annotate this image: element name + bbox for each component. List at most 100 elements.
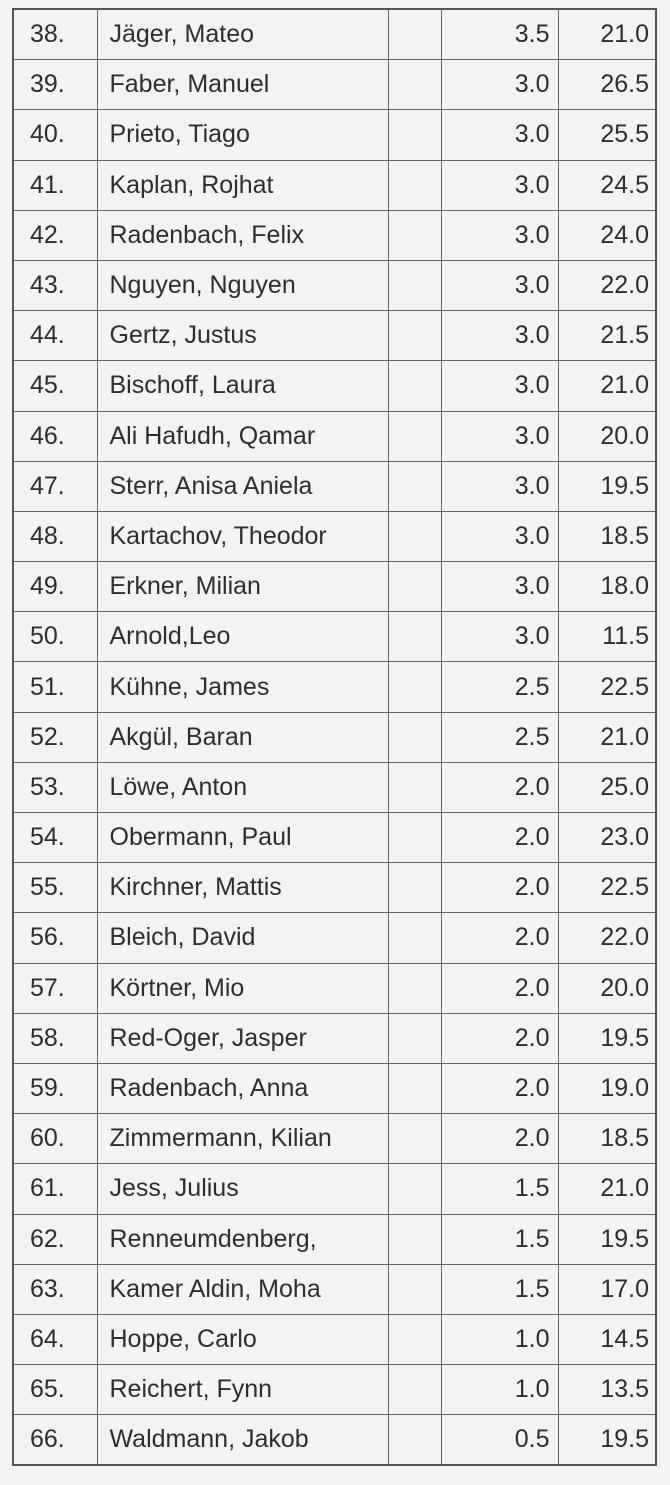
rank-cell: 42.: [12, 209, 98, 261]
score-cell: 3.0: [440, 310, 559, 362]
tiebreak-cell: 21.0: [557, 711, 657, 763]
score-cell: 3.0: [440, 59, 559, 111]
empty-cell: [387, 209, 442, 261]
table-row: 51. Kühne, James 2.5 22.5: [12, 661, 657, 713]
table-row: 39. Faber, Manuel 3.0 26.5: [12, 59, 657, 111]
rank-cell: 43.: [12, 259, 98, 312]
score-cell: 3.0: [440, 209, 559, 261]
table-row: 62. Renneumdenberg, 1.5 19.5: [12, 1213, 657, 1265]
rank-cell: 59.: [12, 1062, 98, 1115]
table-row: 60. Zimmermann, Kilian 2.0 18.5: [12, 1113, 657, 1165]
table-row: 42. Radenbach, Felix 3.0 24.0: [12, 209, 657, 261]
name-cell: Gertz, Justus: [96, 310, 389, 362]
score-cell: 3.0: [440, 561, 559, 613]
table-row: 58. Red-Oger, Jasper 2.0 19.5: [12, 1012, 657, 1064]
name-cell: Obermann, Paul: [96, 811, 389, 864]
tiebreak-cell: 19.5: [557, 1414, 657, 1466]
score-cell: 3.0: [440, 159, 559, 211]
table-body: 38. Jäger, Mateo 3.5 21.0 39. Faber, Manuel 3.…: [12, 8, 657, 1466]
score-cell: 3.0: [440, 460, 559, 512]
empty-cell: [387, 1113, 442, 1165]
empty-cell: [387, 1263, 442, 1315]
table-row: 46. Ali Hafudh, Qamar 3.0 20.0: [12, 410, 657, 462]
rank-cell: 46.: [12, 410, 98, 462]
name-cell: Jäger, Mateo: [96, 8, 389, 61]
table-row: 45. Bischoff, Laura 3.0 21.0: [12, 360, 657, 412]
empty-cell: [387, 1414, 442, 1466]
tiebreak-cell: 23.0: [557, 811, 657, 864]
rank-cell: 63.: [12, 1263, 98, 1315]
name-cell: Sterr, Anisa Aniela: [96, 460, 389, 512]
table-row: 43. Nguyen, Nguyen 3.0 22.0: [12, 259, 657, 312]
table-row: 57. Körtner, Mio 2.0 20.0: [12, 962, 657, 1014]
table-row: 61. Jess, Julius 1.5 21.0: [12, 1163, 657, 1215]
score-cell: 1.5: [440, 1213, 559, 1265]
tiebreak-cell: 13.5: [557, 1364, 657, 1416]
empty-cell: [387, 1364, 442, 1416]
tiebreak-cell: 18.5: [557, 1113, 657, 1165]
score-cell: 2.0: [440, 1062, 559, 1115]
score-cell: 2.0: [440, 1113, 559, 1165]
name-cell: Körtner, Mio: [96, 962, 389, 1014]
rank-cell: 61.: [12, 1163, 98, 1215]
score-cell: 2.0: [440, 862, 559, 914]
empty-cell: [387, 811, 442, 864]
score-cell: 3.0: [440, 510, 559, 563]
rank-cell: 48.: [12, 510, 98, 563]
tiebreak-cell: 24.5: [557, 159, 657, 211]
rank-cell: 50.: [12, 611, 98, 663]
name-cell: Arnold,Leo: [96, 611, 389, 663]
tiebreak-cell: 25.5: [557, 109, 657, 161]
empty-cell: [387, 962, 442, 1014]
tiebreak-cell: 20.0: [557, 962, 657, 1014]
table-row: 66. Waldmann, Jakob 0.5 19.5: [12, 1414, 657, 1466]
score-cell: 0.5: [440, 1414, 559, 1466]
tiebreak-cell: 19.5: [557, 460, 657, 512]
name-cell: Kamer Aldin, Moha: [96, 1263, 389, 1315]
rank-cell: 60.: [12, 1113, 98, 1165]
rank-cell: 51.: [12, 661, 98, 713]
name-cell: Radenbach, Anna: [96, 1062, 389, 1115]
name-cell: Zimmermann, Kilian: [96, 1113, 389, 1165]
empty-cell: [387, 1213, 442, 1265]
standings-table: 38. Jäger, Mateo 3.5 21.0 39. Faber, Manuel 3.…: [12, 8, 657, 1467]
empty-cell: [387, 761, 442, 814]
rank-cell: 45.: [12, 360, 98, 412]
score-cell: 1.5: [440, 1163, 559, 1215]
empty-cell: [387, 711, 442, 763]
rank-cell: 49.: [12, 561, 98, 613]
tiebreak-cell: 21.0: [557, 360, 657, 412]
table-row: 53. Löwe, Anton 2.0 25.0: [12, 761, 657, 814]
score-cell: 3.0: [440, 611, 559, 663]
name-cell: Kirchner, Mattis: [96, 862, 389, 914]
empty-cell: [387, 611, 442, 663]
table-row: 64. Hoppe, Carlo 1.0 14.5: [12, 1313, 657, 1366]
empty-cell: [387, 159, 442, 211]
tiebreak-cell: 19.5: [557, 1012, 657, 1064]
name-cell: Renneumdenberg,: [96, 1213, 389, 1265]
name-cell: Kaplan, Rojhat: [96, 159, 389, 211]
name-cell: Prieto, Tiago: [96, 109, 389, 161]
table-row: 56. Bleich, David 2.0 22.0: [12, 912, 657, 964]
score-cell: 2.0: [440, 962, 559, 1014]
table-row: 40. Prieto, Tiago 3.0 25.5: [12, 109, 657, 161]
table-row: 55. Kirchner, Mattis 2.0 22.5: [12, 862, 657, 914]
tiebreak-cell: 21.0: [557, 1163, 657, 1215]
tiebreak-cell: 20.0: [557, 410, 657, 462]
empty-cell: [387, 561, 442, 613]
table-row: 49. Erkner, Milian 3.0 18.0: [12, 561, 657, 613]
rank-cell: 65.: [12, 1364, 98, 1416]
name-cell: Ali Hafudh, Qamar: [96, 410, 389, 462]
table-row: 52. Akgül, Baran 2.5 21.0: [12, 711, 657, 763]
name-cell: Kartachov, Theodor: [96, 510, 389, 563]
rank-cell: 62.: [12, 1213, 98, 1265]
tiebreak-cell: 26.5: [557, 59, 657, 111]
rank-cell: 39.: [12, 59, 98, 111]
empty-cell: [387, 109, 442, 161]
rank-cell: 55.: [12, 862, 98, 914]
tiebreak-cell: 18.0: [557, 561, 657, 613]
tiebreak-cell: 22.0: [557, 912, 657, 964]
empty-cell: [387, 460, 442, 512]
tiebreak-cell: 21.5: [557, 310, 657, 362]
